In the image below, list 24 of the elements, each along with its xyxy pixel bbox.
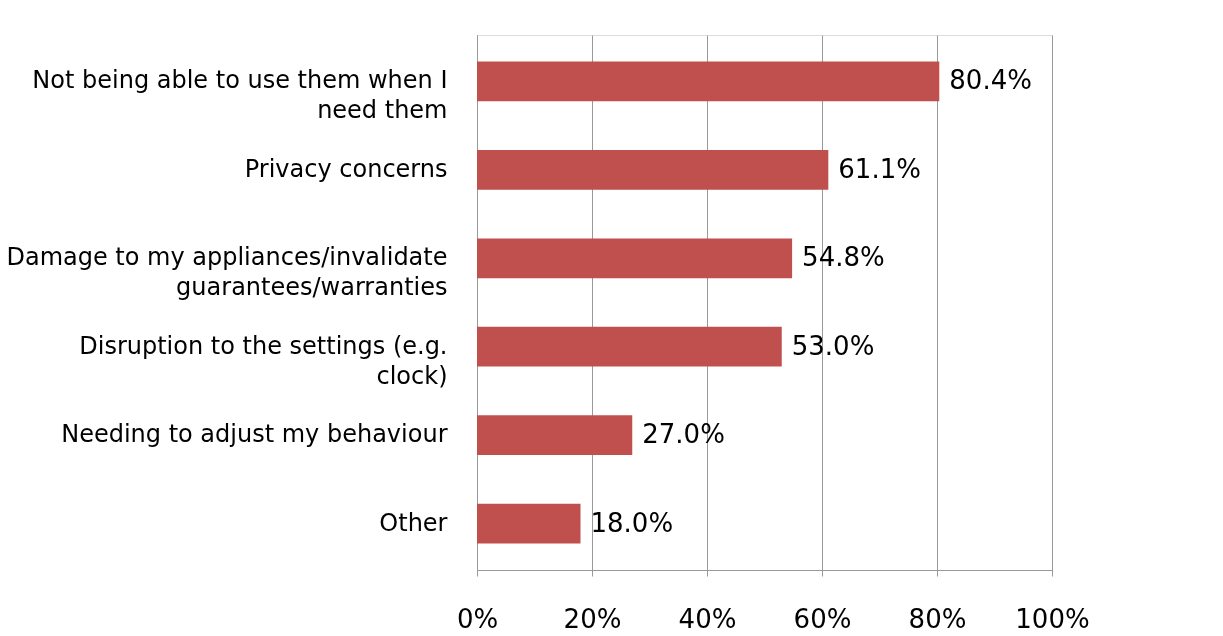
bar	[477, 503, 581, 544]
y-tick-label: Needing to adjust my behaviour	[61, 420, 448, 449]
data-label: 61.1%	[838, 153, 921, 184]
x-tick-label: 20%	[563, 603, 622, 634]
x-tick-label: 60%	[793, 603, 852, 634]
bar	[477, 415, 633, 456]
data-label: 27.0%	[642, 419, 725, 450]
x-tick-label: 100%	[1015, 603, 1090, 634]
x-tick-label: 80%	[908, 603, 967, 634]
data-label: 54.8%	[802, 242, 885, 273]
bar	[477, 149, 829, 190]
y-tick-label: Other	[379, 508, 448, 537]
x-tick-label: 0%	[456, 603, 499, 634]
y-tick-label: Privacy concerns	[244, 154, 448, 183]
data-label: 53.0%	[791, 330, 875, 361]
data-label: 18.0%	[590, 507, 674, 538]
data-label: 80.4%	[949, 65, 1032, 96]
bar	[477, 238, 793, 279]
x-tick-label: 40%	[678, 603, 737, 634]
y-tick-label: Damage to my appliances/invalidate guarantees/warranties	[6, 243, 448, 302]
y-tick-label: Not being able to use them when I need them	[32, 66, 448, 125]
bar	[477, 61, 940, 102]
bar	[477, 326, 782, 367]
y-tick-label: Disruption to the settings (e.g. clock)	[79, 331, 448, 390]
